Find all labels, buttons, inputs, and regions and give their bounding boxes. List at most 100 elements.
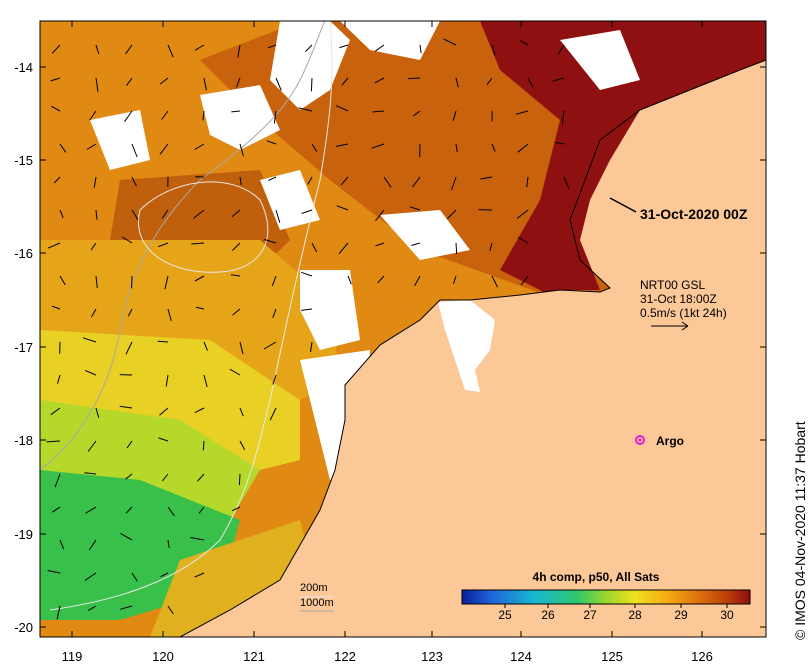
current-vector — [131, 143, 138, 158]
current-vector — [167, 506, 175, 517]
argo-float-icon — [635, 435, 645, 445]
isobath-1000m — [40, 21, 326, 471]
current-vector — [125, 341, 133, 355]
current-vector — [452, 110, 457, 121]
current-vector — [341, 77, 349, 86]
current-vector — [95, 209, 98, 220]
colorbar-ticks — [504, 604, 728, 608]
isobath-200m — [49, 21, 333, 611]
current-vector — [46, 440, 61, 443]
current-vector — [374, 77, 385, 84]
lon-tick-label: 120 — [152, 649, 174, 664]
lat-tick-label: -15 — [14, 153, 33, 168]
current-vector — [301, 308, 313, 311]
current-vector — [88, 539, 97, 551]
current-vector — [269, 407, 277, 421]
cloud-gap — [90, 110, 150, 170]
coastline — [179, 59, 766, 637]
current-vector — [518, 237, 529, 244]
current-vector — [191, 242, 205, 245]
lat-tick-label: -20 — [14, 620, 33, 635]
current-vector — [301, 209, 313, 214]
current-vector — [193, 209, 205, 219]
current-vector — [119, 405, 133, 409]
current-vector — [491, 44, 496, 56]
current-vector — [273, 110, 277, 124]
vector-scale-arrow-icon — [651, 321, 689, 331]
current-vector — [158, 437, 169, 442]
current-vector — [239, 440, 246, 451]
current-vector — [164, 275, 169, 290]
current-vector — [85, 506, 97, 514]
current-vector — [162, 473, 169, 482]
current-vector — [167, 308, 172, 322]
current-vector — [411, 242, 421, 246]
current-vector — [563, 176, 570, 190]
cloud-gap — [260, 170, 320, 230]
current-vector — [51, 305, 61, 310]
current-vectors — [46, 38, 570, 620]
cloud-gap — [560, 30, 640, 90]
current-vector — [53, 176, 61, 184]
current-vector — [232, 242, 241, 251]
current-vector — [59, 539, 65, 550]
current-vector — [85, 369, 97, 376]
current-vector — [443, 38, 457, 46]
current-vector — [90, 242, 97, 251]
current-vector — [235, 77, 241, 88]
land-inlet — [438, 300, 495, 392]
current-vector — [202, 440, 205, 451]
current-vector — [486, 77, 493, 86]
current-vector — [95, 77, 99, 92]
current-vector — [520, 275, 529, 286]
current-vector — [238, 473, 241, 486]
current-vector — [338, 242, 349, 255]
current-vector — [311, 242, 318, 253]
current-vector — [275, 77, 282, 91]
current-vector — [516, 209, 529, 219]
current-vector — [59, 143, 67, 153]
current-vector — [311, 143, 318, 152]
current-vector — [190, 537, 205, 541]
current-vector — [231, 110, 241, 113]
current-vector — [229, 368, 241, 376]
current-vector — [455, 242, 458, 255]
cloud-gap — [270, 21, 350, 110]
lon-tick-label: 124 — [510, 649, 532, 664]
current-vector — [230, 274, 241, 277]
axis-ticks — [40, 21, 766, 637]
current-vector — [88, 605, 97, 611]
current-vector — [519, 40, 529, 46]
current-vector — [86, 143, 97, 150]
current-vector — [57, 374, 61, 384]
current-vector — [127, 308, 133, 317]
current-vector — [263, 341, 277, 350]
cloud-gap — [200, 85, 280, 150]
current-vector — [275, 209, 281, 223]
colorbar-tick-label: 26 — [541, 608, 555, 622]
current-vector — [167, 44, 174, 58]
colorbar-tick-label: 27 — [583, 608, 597, 622]
current-vector — [266, 140, 277, 145]
current-vector — [202, 110, 205, 121]
lon-tick-label: 126 — [691, 649, 713, 664]
current-vector — [298, 107, 313, 112]
current-vector — [159, 143, 169, 155]
current-vector — [412, 176, 421, 188]
current-vector — [489, 242, 493, 252]
current-vector — [47, 242, 61, 249]
current-vector — [50, 407, 61, 416]
current-vector — [375, 242, 385, 247]
current-vector — [301, 271, 313, 277]
current-vector — [197, 473, 205, 482]
colorbar-tick-label: 25 — [498, 608, 512, 622]
current-vector — [239, 143, 244, 157]
current-vector — [271, 275, 277, 287]
current-vector — [131, 572, 138, 582]
cloud-gap — [300, 270, 360, 350]
lon-tick-label: 125 — [601, 649, 623, 664]
current-vector — [239, 176, 242, 185]
current-vector — [307, 176, 313, 185]
current-vector — [161, 110, 169, 120]
current-vector — [158, 242, 169, 248]
